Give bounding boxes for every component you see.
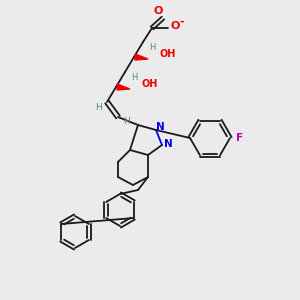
Text: O: O — [153, 6, 163, 16]
Text: H: H — [149, 43, 155, 52]
Text: OH: OH — [142, 79, 158, 89]
Text: -: - — [180, 17, 184, 27]
Text: F: F — [236, 133, 244, 143]
Text: N: N — [164, 139, 172, 149]
Polygon shape — [135, 54, 148, 60]
Text: H: H — [96, 103, 102, 112]
Polygon shape — [117, 84, 130, 90]
Text: H: H — [131, 73, 137, 82]
Text: H: H — [124, 118, 130, 127]
Text: O: O — [170, 21, 180, 31]
Text: OH: OH — [160, 49, 176, 59]
Text: N: N — [156, 122, 164, 132]
